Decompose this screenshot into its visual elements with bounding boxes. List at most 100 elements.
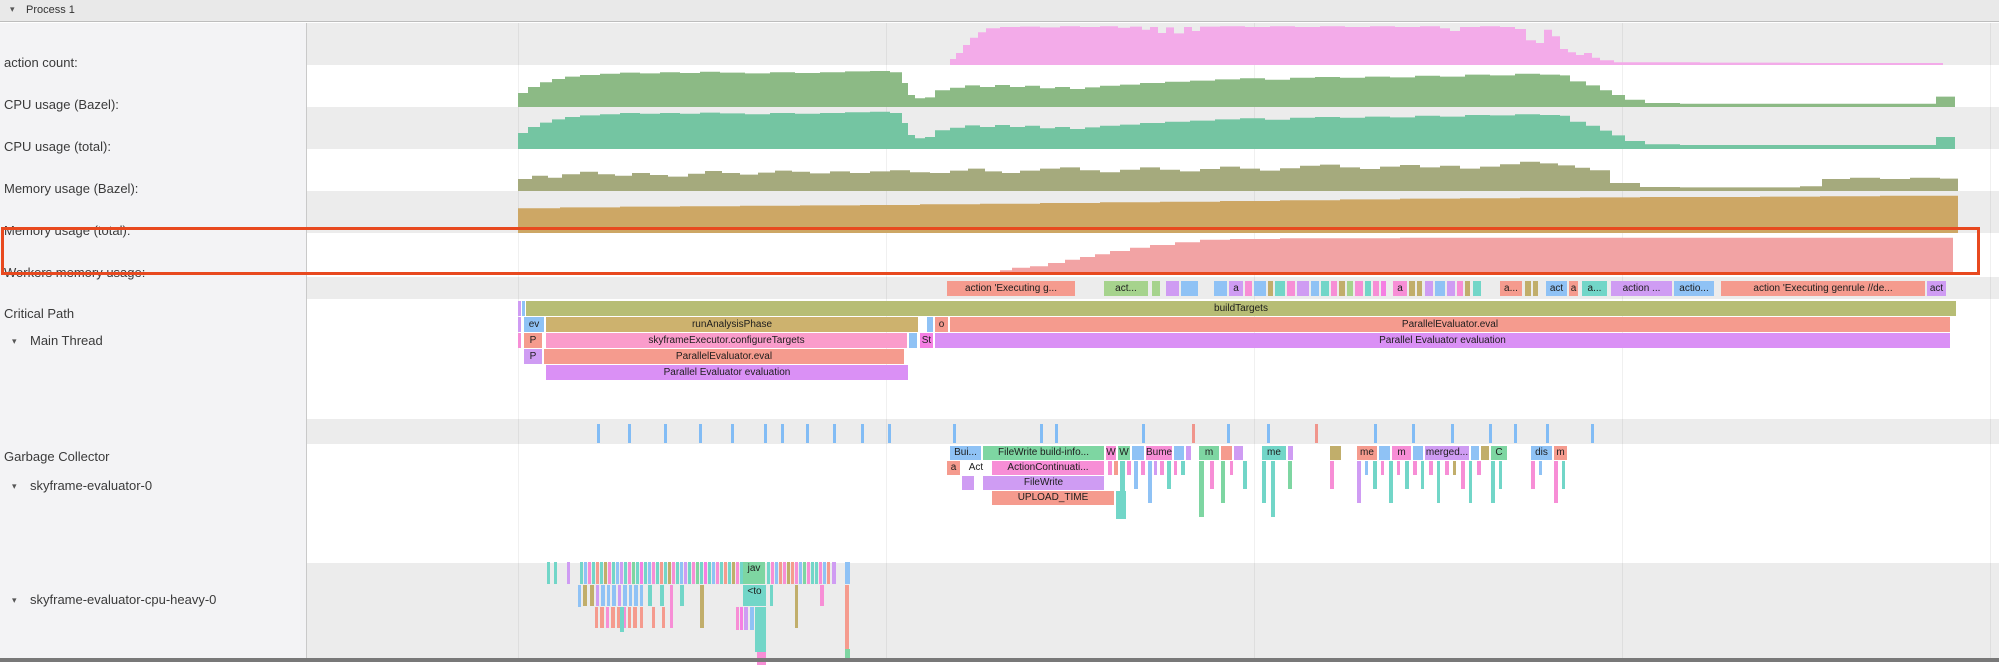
chart-memory-usage-total[interactable] — [518, 195, 1958, 233]
skyframe-evaluator-cpu-heavy-0-slice[interactable] — [644, 562, 647, 584]
skyframe-evaluator-0-slice[interactable] — [1413, 461, 1417, 475]
skyframe-evaluator-cpu-heavy-0-slice[interactable] — [620, 562, 623, 584]
skyframe-evaluator-0-slice[interactable] — [1243, 461, 1247, 489]
skyframe-evaluator-0-slice[interactable] — [1210, 461, 1214, 489]
skyframe-evaluator-cpu-heavy-0-slice[interactable] — [692, 562, 695, 584]
critical-path-slice[interactable]: act — [1546, 281, 1567, 296]
skyframe-evaluator-cpu-heavy-0-slice[interactable] — [618, 585, 621, 606]
critical-path-slice[interactable] — [1373, 281, 1379, 296]
track-label-skyframe-evaluator-0[interactable]: ▾ skyframe-evaluator-0 — [0, 478, 300, 494]
main-thread-slice[interactable]: St — [920, 333, 933, 348]
skyframe-evaluator-cpu-heavy-0-slice[interactable] — [716, 562, 719, 584]
skyframe-evaluator-cpu-heavy-0-slice[interactable] — [648, 585, 652, 606]
gc-tick[interactable] — [1514, 424, 1517, 443]
collapse-triangle-icon[interactable]: ▾ — [12, 595, 17, 605]
skyframe-evaluator-0-slice[interactable] — [1539, 461, 1542, 475]
skyframe-evaluator-0-slice[interactable]: W — [1118, 446, 1130, 460]
critical-path-slice[interactable] — [1339, 281, 1345, 296]
chart-memory-usage-bazel[interactable] — [518, 161, 1958, 191]
gc-tick[interactable] — [781, 424, 784, 443]
skyframe-evaluator-cpu-heavy-0-slice[interactable] — [596, 585, 599, 606]
track-label-main-thread[interactable]: ▾ Main Thread — [0, 333, 300, 349]
skyframe-evaluator-cpu-heavy-0-slice[interactable] — [567, 562, 570, 584]
skyframe-evaluator-cpu-heavy-0-slice[interactable] — [720, 562, 723, 584]
gc-tick[interactable] — [1267, 424, 1270, 443]
skyframe-evaluator-cpu-heavy-0-slice[interactable] — [616, 562, 619, 584]
skyframe-evaluator-cpu-heavy-0-slice[interactable] — [578, 585, 581, 607]
skyframe-evaluator-0-slice[interactable]: W — [1106, 446, 1116, 460]
skyframe-evaluator-cpu-heavy-0-slice[interactable] — [688, 562, 691, 584]
critical-path-slice[interactable] — [1417, 281, 1422, 296]
skyframe-evaluator-cpu-heavy-0-slice[interactable] — [732, 562, 735, 584]
gc-tick[interactable] — [1040, 424, 1043, 443]
gc-tick[interactable] — [888, 424, 891, 443]
critical-path-slice[interactable]: act... — [1104, 281, 1148, 296]
skyframe-evaluator-cpu-heavy-0-slice[interactable] — [640, 562, 643, 584]
skyframe-evaluator-cpu-heavy-0-slice[interactable] — [750, 607, 754, 630]
gc-tick[interactable] — [1227, 424, 1230, 443]
main-thread-slice[interactable] — [522, 301, 525, 316]
skyframe-evaluator-cpu-heavy-0-slice[interactable] — [612, 585, 616, 606]
skyframe-evaluator-0-slice[interactable] — [1453, 461, 1456, 475]
skyframe-evaluator-0-slice[interactable] — [1381, 461, 1384, 475]
main-thread-slice[interactable] — [927, 317, 933, 332]
collapse-triangle-icon[interactable]: ▾ — [10, 4, 15, 14]
skyframe-evaluator-cpu-heavy-0-slice[interactable] — [612, 562, 615, 584]
critical-path-slice[interactable] — [1297, 281, 1309, 296]
skyframe-evaluator-0-slice[interactable] — [1330, 446, 1341, 460]
skyframe-evaluator-cpu-heavy-0-slice[interactable] — [724, 562, 727, 584]
skyframe-evaluator-cpu-heavy-0-slice[interactable] — [632, 562, 635, 584]
main-thread-slice[interactable]: P — [524, 349, 542, 364]
main-thread-slice[interactable]: o — [935, 317, 948, 332]
critical-path-slice[interactable]: actio... — [1674, 281, 1714, 296]
critical-path-slice[interactable]: act — [1927, 281, 1946, 296]
skyframe-evaluator-cpu-heavy-0-slice[interactable] — [584, 562, 587, 584]
skyframe-evaluator-cpu-heavy-0-slice[interactable] — [607, 585, 610, 606]
skyframe-evaluator-cpu-heavy-0-slice[interactable] — [600, 607, 604, 628]
skyframe-evaluator-0-slice[interactable]: m — [1392, 446, 1411, 460]
track-label-skyframe-evaluator-cpu-heavy-0[interactable]: ▾ skyframe-evaluator-cpu-heavy-0 — [0, 592, 300, 608]
skyframe-evaluator-cpu-heavy-0-slice[interactable] — [779, 562, 782, 584]
skyframe-evaluator-0-slice[interactable] — [1373, 461, 1377, 489]
skyframe-evaluator-cpu-heavy-0-slice[interactable] — [620, 607, 624, 632]
skyframe-evaluator-0-slice[interactable]: me — [1357, 446, 1377, 460]
skyframe-evaluator-cpu-heavy-0-slice[interactable] — [771, 562, 774, 584]
critical-path-slice[interactable] — [1245, 281, 1252, 296]
skyframe-evaluator-cpu-heavy-0-slice[interactable] — [588, 562, 591, 584]
skyframe-evaluator-cpu-heavy-0-slice[interactable] — [740, 607, 743, 630]
skyframe-evaluator-0-slice[interactable] — [1461, 461, 1465, 489]
gc-tick[interactable] — [1374, 424, 1377, 443]
skyframe-evaluator-cpu-heavy-0-slice[interactable] — [634, 585, 638, 606]
skyframe-evaluator-cpu-heavy-0-slice[interactable] — [811, 562, 814, 584]
skyframe-evaluator-cpu-heavy-0-slice[interactable] — [728, 562, 731, 584]
main-thread-slice[interactable]: skyframeExecutor.configureTargets — [546, 333, 907, 348]
skyframe-evaluator-cpu-heavy-0-slice[interactable] — [672, 562, 675, 584]
skyframe-evaluator-cpu-heavy-0-slice[interactable] — [648, 562, 651, 584]
skyframe-evaluator-0-slice[interactable] — [1174, 446, 1184, 460]
critical-path-slice[interactable]: a... — [1582, 281, 1607, 296]
skyframe-evaluator-0-slice[interactable] — [1477, 461, 1481, 475]
skyframe-evaluator-0-slice[interactable] — [1445, 461, 1449, 475]
gc-tick[interactable] — [664, 424, 667, 443]
skyframe-evaluator-cpu-heavy-0-slice[interactable] — [795, 585, 798, 628]
skyframe-evaluator-0-slice[interactable] — [1413, 446, 1423, 460]
skyframe-evaluator-0-slice[interactable] — [1499, 461, 1502, 489]
skyframe-evaluator-0-slice[interactable] — [1181, 461, 1185, 475]
main-thread-slice[interactable]: Parallel Evaluator evaluation — [935, 333, 1950, 348]
skyframe-evaluator-0-slice[interactable] — [1230, 461, 1233, 475]
skyframe-evaluator-0-slice[interactable] — [1421, 461, 1424, 489]
gc-tick[interactable] — [731, 424, 734, 443]
main-thread-slice[interactable] — [518, 333, 521, 348]
gc-tick[interactable] — [1142, 424, 1145, 443]
skyframe-evaluator-cpu-heavy-0-slice[interactable] — [617, 607, 620, 628]
gc-tick[interactable] — [699, 424, 702, 443]
skyframe-evaluator-0-slice[interactable] — [1330, 461, 1334, 489]
skyframe-evaluator-cpu-heavy-0-slice[interactable] — [596, 562, 599, 584]
skyframe-evaluator-0-slice[interactable] — [1127, 461, 1131, 475]
critical-path-slice[interactable] — [1181, 281, 1198, 296]
skyframe-evaluator-0-slice[interactable] — [1389, 461, 1393, 503]
skyframe-evaluator-0-slice[interactable] — [1271, 461, 1275, 517]
skyframe-evaluator-cpu-heavy-0-slice[interactable] — [791, 562, 794, 584]
skyframe-evaluator-cpu-heavy-0-slice[interactable] — [628, 562, 631, 584]
main-thread-slice[interactable]: ParallelEvaluator.eval — [950, 317, 1950, 332]
